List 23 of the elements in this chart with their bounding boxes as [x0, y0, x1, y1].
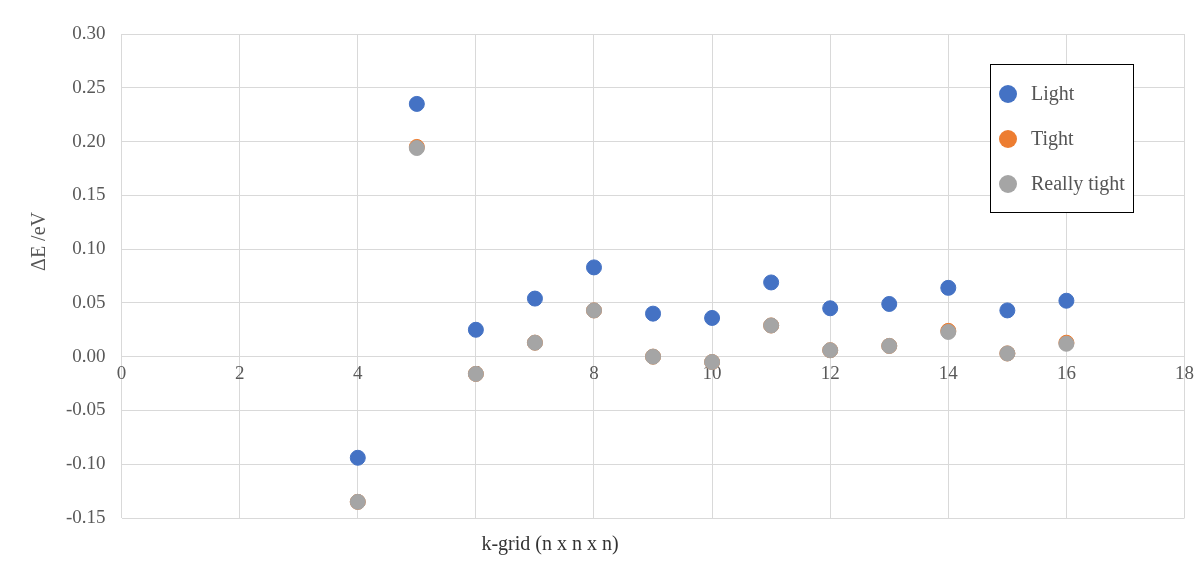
x-axis-title: k-grid (n x n x n) — [480, 532, 620, 555]
y-tick-label: 0.00 — [72, 344, 106, 366]
y-tick-label: 0.25 — [72, 75, 106, 97]
y-tick-label: 0.05 — [72, 290, 106, 312]
x-tick-label: 8 — [589, 362, 599, 384]
x-tick-label: 18 — [1175, 362, 1194, 384]
y-tick-label: 0.10 — [72, 237, 106, 259]
y-tick-label: 0.20 — [72, 129, 106, 151]
y-tick-label: -0.15 — [66, 505, 106, 527]
x-tick-label: 14 — [938, 362, 959, 384]
x-tick-label: 12 — [820, 362, 840, 384]
x-tick-label: 4 — [353, 362, 364, 384]
x-tick-label: 0 — [116, 362, 127, 384]
legend-label: Really tight — [1031, 172, 1125, 195]
y-axis-title: ΔE /eV — [26, 211, 50, 273]
legend-label: Tight — [1031, 127, 1074, 150]
x-tick-label: 2 — [234, 362, 245, 384]
y-tick-label: -0.10 — [66, 452, 106, 474]
y-tick-label: 0.15 — [72, 183, 106, 205]
y-tick-label: 0.30 — [72, 21, 106, 43]
x-tick-label: 16 — [1056, 362, 1076, 384]
legend-label: Light — [1031, 82, 1075, 105]
y-tick-label: -0.05 — [66, 398, 106, 420]
